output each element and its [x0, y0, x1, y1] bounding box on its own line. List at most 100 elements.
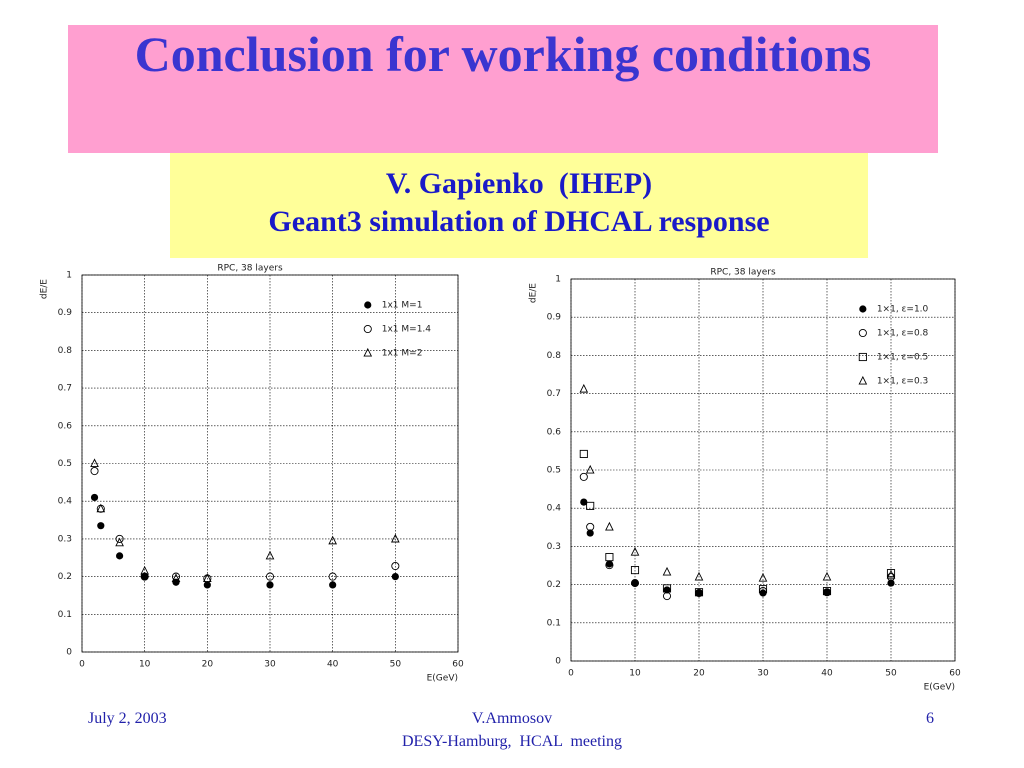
y-tick-label: 0 — [555, 657, 561, 667]
chart-title: RPC, 38 layers — [217, 264, 283, 274]
x-axis-label: E(GeV) — [427, 674, 458, 684]
point — [172, 578, 180, 586]
y-tick-label: 0.5 — [58, 459, 72, 469]
point — [96, 503, 106, 513]
point — [758, 585, 768, 594]
y-tick-label: 0.6 — [58, 421, 73, 431]
point — [823, 588, 831, 596]
point — [695, 589, 703, 597]
subtitle-line: V. Gapienko (IHEP) — [385, 167, 653, 200]
y-tick-label: 0.4 — [547, 504, 562, 514]
x-tick-label: 40 — [327, 660, 339, 670]
point — [886, 569, 896, 579]
y-tick-label: 0.4 — [58, 497, 73, 507]
legend-marker — [363, 347, 373, 357]
point — [140, 572, 149, 581]
y-tick-label: 0.8 — [547, 351, 562, 361]
point — [171, 572, 181, 581]
legend-marker — [364, 301, 372, 309]
x-tick-label: 50 — [885, 669, 897, 679]
point — [391, 533, 400, 543]
x-tick-label: 40 — [821, 669, 833, 679]
point — [694, 571, 704, 581]
y-tick-label: 0.9 — [547, 313, 562, 323]
y-tick-label: 0.8 — [58, 346, 73, 356]
point — [662, 584, 672, 593]
x-tick-label: 20 — [202, 660, 214, 670]
x-tick-label: 10 — [139, 660, 151, 670]
x-tick-label: 30 — [757, 669, 769, 679]
legend-label: 1x1 M=1 — [382, 301, 423, 311]
point — [97, 522, 105, 530]
point — [694, 588, 704, 597]
point — [171, 573, 181, 583]
legend-label: 1×1, ε=0.5 — [877, 353, 928, 363]
y-tick-label: 0.2 — [58, 572, 72, 582]
footer-author: V.Ammosov — [471, 710, 553, 727]
y-axis-label: dE/E — [40, 279, 50, 299]
point — [758, 572, 768, 582]
x-tick-label: 20 — [693, 669, 705, 679]
legend-marker — [858, 375, 868, 385]
y-tick-label: 0.1 — [58, 610, 72, 620]
chart-title: RPC, 38 layers — [710, 268, 776, 278]
point — [90, 466, 99, 476]
point — [203, 581, 211, 589]
legend-marker — [363, 324, 372, 334]
point — [579, 449, 588, 459]
point — [391, 573, 399, 581]
point — [391, 561, 400, 571]
title-box: Conclusion for working conditions — [68, 25, 938, 153]
legend-label: 1x1 M=1.4 — [382, 325, 432, 335]
legend-label: 1×1, ε=1.0 — [877, 305, 929, 315]
point — [328, 535, 337, 545]
y-axis-label: dE/E — [529, 283, 539, 303]
x-tick-label: 50 — [390, 660, 402, 670]
point — [265, 550, 275, 560]
legend-label: 1x1 M=2 — [382, 349, 423, 359]
point — [328, 572, 337, 581]
point — [630, 547, 640, 556]
point — [631, 579, 639, 587]
footer-meeting: DESY-Hamburg, HCAL meeting — [402, 733, 622, 750]
footer-page: 6 — [926, 710, 934, 727]
point — [605, 561, 614, 570]
point — [822, 571, 832, 581]
point — [630, 579, 640, 588]
y-tick-label: 0.5 — [547, 466, 561, 476]
x-tick-label: 0 — [568, 669, 574, 679]
legend-label: 1×1, ε=0.3 — [877, 377, 928, 387]
point — [115, 534, 124, 543]
point — [605, 553, 614, 562]
point — [662, 566, 672, 576]
subtitle-box: V. Gapienko (IHEP) Geant3 simulation of … — [170, 153, 868, 258]
y-tick-label: 0.3 — [547, 542, 561, 552]
legend-label: 1×1, ε=0.8 — [877, 329, 929, 339]
x-axis-label: E(GeV) — [924, 683, 955, 693]
point — [140, 565, 149, 575]
point — [630, 566, 640, 575]
y-tick-label: 1 — [66, 271, 72, 281]
point — [887, 579, 895, 587]
point — [266, 581, 274, 589]
x-tick-label: 30 — [264, 660, 276, 670]
point — [586, 522, 595, 531]
y-tick-label: 0 — [66, 648, 72, 658]
point — [886, 569, 896, 578]
y-tick-label: 0.7 — [547, 389, 561, 399]
point — [90, 493, 99, 502]
y-tick-label: 1 — [555, 275, 561, 285]
point — [265, 572, 275, 581]
point — [203, 573, 212, 583]
point — [116, 552, 124, 560]
point — [586, 501, 595, 510]
legend-marker — [859, 305, 867, 313]
point — [115, 537, 124, 547]
point — [822, 587, 832, 596]
y-tick-label: 0.3 — [58, 534, 72, 544]
y-tick-label: 0.2 — [547, 580, 561, 590]
point — [579, 472, 588, 481]
point — [586, 529, 594, 537]
